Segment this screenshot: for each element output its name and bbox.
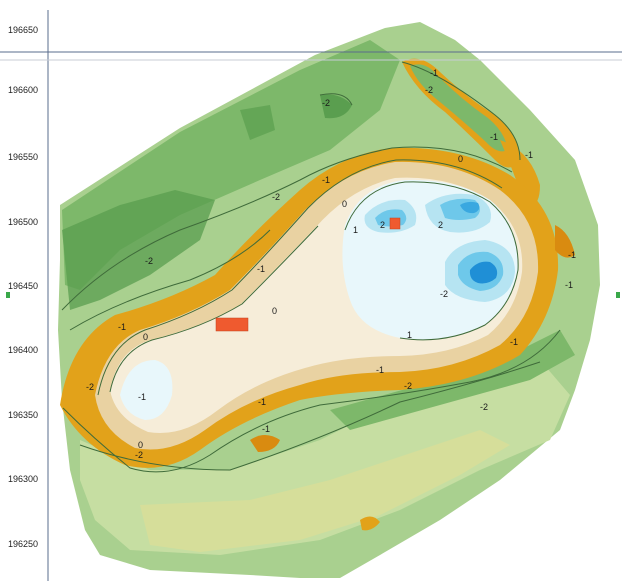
contour-line: [109, 225, 319, 393]
west-edge-marker: [6, 292, 10, 298]
contour-labels: -2 -2 -1 -1 -1 0 -1 -2 2 0 1 -2 -1 0 2 -…: [86, 68, 576, 460]
y-tick-label: 196250: [8, 539, 38, 549]
contour-label: -2: [404, 381, 412, 391]
contour-line: [61, 146, 513, 311]
contour-label: -1: [118, 322, 126, 332]
dark-orange-patch-southeast: [555, 225, 575, 258]
contour-label: -1: [525, 150, 533, 160]
contour-label: 2: [380, 220, 385, 230]
contour-label: 1: [407, 330, 412, 340]
contour-label: -1: [490, 132, 498, 142]
contour-label: -1: [138, 392, 146, 402]
contour-label: -1: [257, 264, 265, 274]
contour-label: -1: [568, 250, 576, 260]
contour-lines: [61, 61, 561, 473]
west-basin-pale: [120, 360, 173, 420]
y-tick-label: 196350: [8, 410, 38, 420]
contour-label: -1: [510, 337, 518, 347]
contour-label: 0: [138, 440, 143, 450]
contour-label: 0: [272, 306, 277, 316]
contour-line: [69, 229, 271, 331]
contour-label: -2: [145, 256, 153, 266]
contour-label: -2: [272, 192, 280, 202]
orange-patch-south-bottom: [360, 516, 380, 531]
contour-line: [62, 329, 561, 473]
y-tick-label: 196450: [8, 281, 38, 291]
contour-label: -2: [480, 402, 488, 412]
contour-label: 0: [143, 332, 148, 342]
y-tick-label: 196400: [8, 345, 38, 355]
y-tick-label: 196550: [8, 152, 38, 162]
east-edge-marker: [616, 292, 620, 298]
contour-line: [319, 93, 353, 106]
contour-line: [401, 61, 521, 161]
contour-line: [79, 361, 541, 471]
green-zone-west: [62, 190, 215, 310]
contour-line: [97, 159, 503, 396]
contour-label: -1: [258, 397, 266, 407]
contour-label: -1: [430, 68, 438, 78]
contour-line: [344, 181, 519, 341]
red-square-marker: [389, 217, 401, 230]
contour-label: 1: [353, 225, 358, 235]
yellow-green-zone-south: [140, 430, 510, 552]
y-tick-label: 196500: [8, 217, 38, 227]
y-tick-label: 196650: [8, 25, 38, 35]
depression-northeast-deep: [460, 201, 480, 214]
contour-label: 0: [342, 199, 347, 209]
red-rectangle-marker: [215, 317, 249, 332]
contour-label: -2: [440, 289, 448, 299]
contour-label: -2: [86, 382, 94, 392]
depression-southeast-deep: [469, 261, 498, 284]
contour-label: 2: [438, 220, 443, 230]
contour-label: -2: [322, 98, 330, 108]
green-zone-north-patch: [240, 105, 275, 140]
y-tick-label: 196300: [8, 474, 38, 484]
contour-label: -1: [262, 424, 270, 434]
y-tick-label: 196600: [8, 85, 38, 95]
y-axis-labels: 196650 196600 196550 196500 196450 19640…: [8, 25, 38, 549]
east-ridge-outer: [500, 140, 540, 206]
contour-label: -1: [565, 280, 573, 290]
dark-orange-patch-south: [250, 435, 280, 452]
contour-label: -1: [376, 365, 384, 375]
northwest-ridge: [320, 94, 352, 119]
contour-label: 0: [458, 154, 463, 164]
contour-label: -1: [322, 175, 330, 185]
contour-label: -2: [425, 85, 433, 95]
contour-label: -2: [135, 450, 143, 460]
north-ridge-inner: [410, 64, 508, 152]
